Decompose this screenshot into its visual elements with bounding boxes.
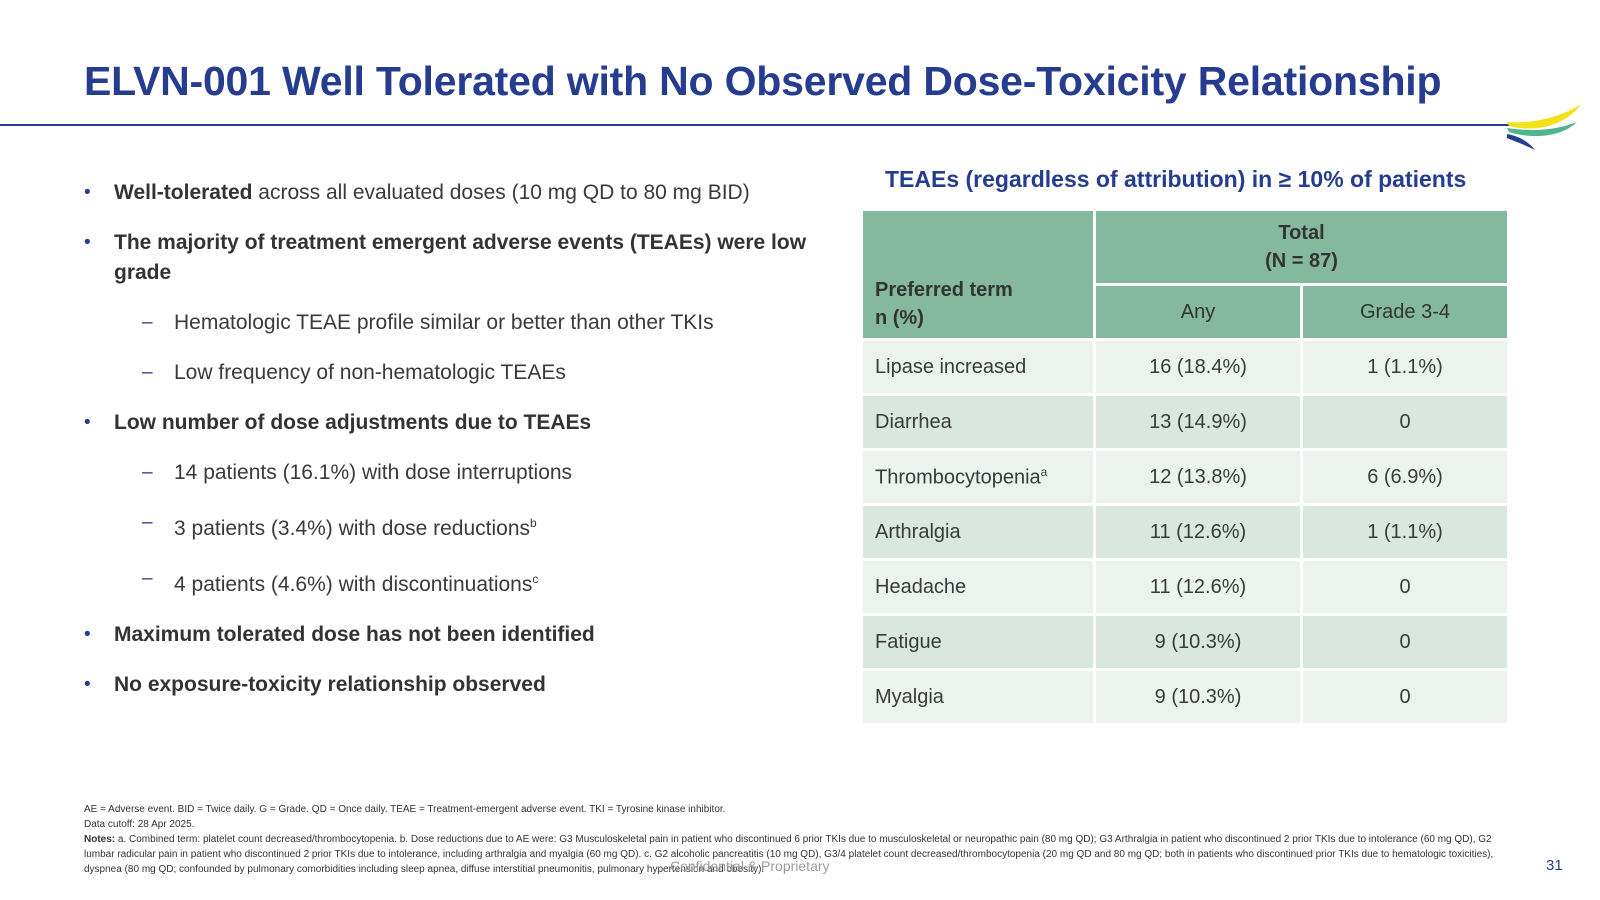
bullet-marker: • <box>84 674 91 695</box>
cell-any: 11 (12.6%) <box>1093 503 1303 561</box>
header-total: Total (N = 87) <box>1093 208 1510 286</box>
table-row: Arthralgia 11 (12.6%) 1 (1.1%) <box>860 503 1510 561</box>
footnote-cutoff: Data cutoff: 28 Apr 2025. <box>84 819 195 830</box>
bullet-item: –3 patients (3.4%) with dose reductionsb <box>84 508 824 544</box>
cell-any: 9 (10.3%) <box>1093 613 1303 671</box>
cell-preferred-term: Diarrhea <box>860 393 1096 451</box>
bullet-item: • The majority of treatment emergent adve… <box>84 228 824 288</box>
bullet-bold-text: Maximum tolerated dose has not been iden… <box>114 623 595 646</box>
dash-marker: – <box>142 568 153 589</box>
company-swoosh-logo <box>1507 104 1581 150</box>
bullet-item: • No exposure-toxicity relationship obser… <box>84 670 824 700</box>
table-row: Headache 11 (12.6%) 0 <box>860 558 1510 616</box>
slide-title: ELVN-001 Well Tolerated with No Observed… <box>84 58 1442 104</box>
bullet-text: across all evaluated doses (10 mg QD to … <box>252 181 750 204</box>
dash-marker: – <box>142 512 153 533</box>
dash-marker: – <box>142 362 153 383</box>
header-grade-3-4: Grade 3-4 <box>1300 283 1510 341</box>
bullet-bold-text: Low number of dose adjustments due to TE… <box>114 411 592 434</box>
bullet-text: 14 patients (16.1%) with dose interrupti… <box>174 461 573 484</box>
term-label: Myalgia <box>875 685 944 708</box>
cell-preferred-term: Headache <box>860 558 1096 616</box>
page-number: 31 <box>1546 857 1563 874</box>
bullet-item: –4 patients (4.6%) with discontinuations… <box>84 564 824 600</box>
bullet-item: – Hematologic TEAE profile similar or bet… <box>84 308 824 338</box>
term-label: Lipase increased <box>875 355 1027 378</box>
footnotes: AE = Adverse event. BID = Twice daily. G… <box>84 802 1514 877</box>
header-unit-label: n (%) <box>875 307 924 329</box>
confidential-watermark: Confidential & Proprietary <box>670 858 830 874</box>
bullet-bold-text: Well-tolerated <box>114 181 253 204</box>
bullet-item: • Low number of dose adjustments due to T… <box>84 408 824 438</box>
bullet-item: –14 patients (16.1%) with dose interrupt… <box>84 458 824 488</box>
term-label: Headache <box>875 575 967 598</box>
bullet-text: 3 patients (3.4%) with dose reductions <box>174 517 531 540</box>
cell-grade-3-4: 0 <box>1300 393 1510 451</box>
table-row: Thrombocytopeniaa 12 (13.8%) 6 (6.9%) <box>860 448 1510 506</box>
cell-any: 16 (18.4%) <box>1093 338 1303 396</box>
table-body: Lipase increased 16 (18.4%) 1 (1.1%) Diarrh… <box>860 338 1510 726</box>
bullet-text: 4 patients (4.6%) with discontinuations <box>174 573 533 596</box>
cell-any: 11 (12.6%) <box>1093 558 1303 616</box>
bullet-text: Low frequency of non-hematologic TEAEs <box>174 361 566 384</box>
cell-grade-3-4: 1 (1.1%) <box>1300 503 1510 561</box>
term-label: Arthralgia <box>875 520 961 543</box>
bullet-item: – Low frequency of non-hematologic TEAEs <box>84 358 824 388</box>
dash-marker: – <box>142 462 153 483</box>
notes-text: a. Combined term: platelet count decreas… <box>84 834 1494 875</box>
header-total-n: (N = 87) <box>1265 250 1338 272</box>
bullet-text: Hematologic TEAE profile similar or bett… <box>174 311 714 334</box>
term-label: Thrombocytopenia <box>875 466 1041 489</box>
bullet-marker: • <box>84 412 91 433</box>
cell-preferred-term: Myalgia <box>860 668 1096 726</box>
term-label: Diarrhea <box>875 410 952 433</box>
header-term-label: Preferred term <box>875 279 1013 301</box>
table-title: TEAEs (regardless of attribution) in ≥ 1… <box>885 166 1467 192</box>
cell-any: 12 (13.8%) <box>1093 448 1303 506</box>
footnote-marker: b <box>530 516 537 530</box>
bullet-marker: • <box>84 182 91 203</box>
bullet-marker: • <box>84 232 91 253</box>
title-divider <box>0 124 1510 126</box>
cell-grade-3-4: 0 <box>1300 668 1510 726</box>
bullet-bold-text: No exposure-toxicity relationship observ… <box>114 673 546 696</box>
cell-any: 13 (14.9%) <box>1093 393 1303 451</box>
cell-grade-3-4: 0 <box>1300 558 1510 616</box>
header-any: Any <box>1093 283 1303 341</box>
table-row: Myalgia 9 (10.3%) 0 <box>860 668 1510 726</box>
table-row: Fatigue 9 (10.3%) 0 <box>860 613 1510 671</box>
cell-grade-3-4: 0 <box>1300 613 1510 671</box>
bullet-item: • Maximum tolerated dose has not been ide… <box>84 620 824 650</box>
bullet-item: • Well-tolerated across all evaluated dos… <box>84 178 824 208</box>
cell-grade-3-4: 6 (6.9%) <box>1300 448 1510 506</box>
dash-marker: – <box>142 312 153 333</box>
bullet-marker: • <box>84 624 91 645</box>
footnote-abbreviations: AE = Adverse event. BID = Twice daily. G… <box>84 804 726 815</box>
footnote-marker: a <box>1040 464 1048 479</box>
bullet-bold-text: The majority of treatment emergent adver… <box>114 231 807 284</box>
cell-grade-3-4: 1 (1.1%) <box>1300 338 1510 396</box>
cell-preferred-term: Thrombocytopeniaa <box>860 448 1096 506</box>
cell-preferred-term: Arthralgia <box>860 503 1096 561</box>
footnote-marker: c <box>532 572 539 586</box>
header-preferred-term: Preferred term n (%) <box>860 208 1096 341</box>
term-label: Fatigue <box>875 630 942 653</box>
bullet-list: • Well-tolerated across all evaluated dos… <box>84 178 824 720</box>
header-total-label: Total <box>1278 222 1325 244</box>
cell-any: 9 (10.3%) <box>1093 668 1303 726</box>
teae-table: Preferred term n (%) Total (N = 87) Any … <box>860 208 1510 726</box>
cell-preferred-term: Fatigue <box>860 613 1096 671</box>
table-row: Diarrhea 13 (14.9%) 0 <box>860 393 1510 451</box>
notes-label: Notes: <box>84 834 116 845</box>
footnote-notes: Notes: a. Combined term: platelet count … <box>84 832 1514 877</box>
cell-preferred-term: Lipase increased <box>860 338 1096 396</box>
table-row: Lipase increased 16 (18.4%) 1 (1.1%) <box>860 338 1510 396</box>
